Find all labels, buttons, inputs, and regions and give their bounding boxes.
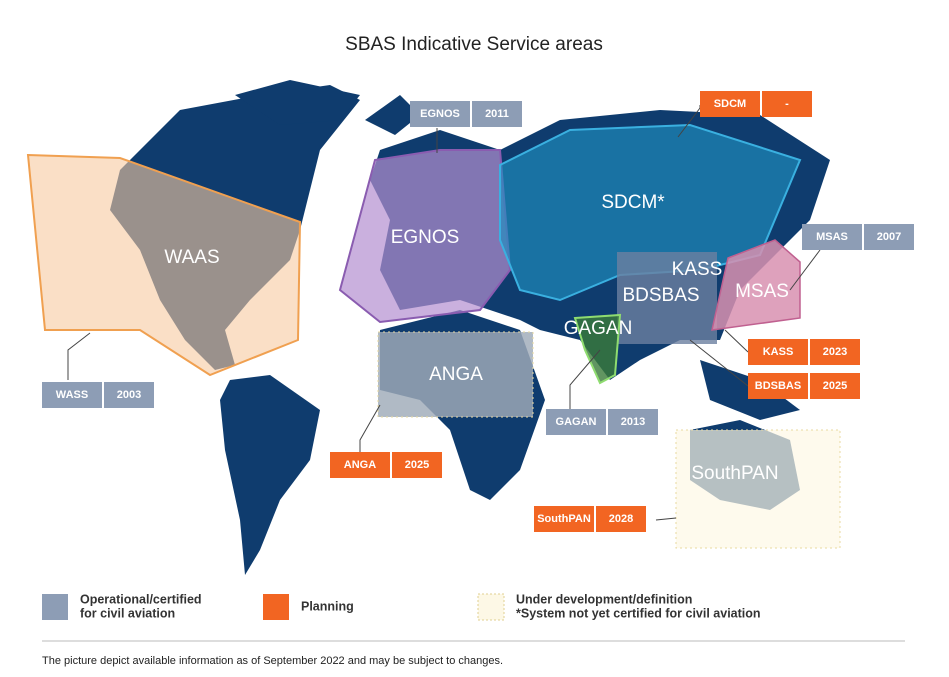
tag-year: 2011	[485, 108, 509, 120]
tag-name: EGNOS	[420, 108, 460, 120]
tag-year-box	[762, 91, 812, 117]
connectors	[67, 105, 821, 521]
region-label: KASS	[672, 259, 723, 280]
tag-name: GAGAN	[556, 416, 597, 428]
tag-year: 2025	[823, 380, 847, 392]
tag-year-box	[104, 382, 154, 408]
legend-text: Operational/certified	[80, 592, 202, 606]
legend-swatch	[477, 593, 505, 621]
region-label: BDSBAS	[622, 285, 699, 306]
region-label: EGNOS	[391, 227, 460, 248]
tag-year: 2023	[823, 346, 847, 358]
region-label: WAAS	[164, 247, 219, 268]
service-areas	[26, 123, 841, 549]
tag-year: 2025	[405, 459, 429, 471]
tag-name-box	[534, 506, 594, 532]
tag-name: SDCM	[714, 98, 746, 110]
tag-year: 2028	[609, 513, 633, 525]
region-label: GAGAN	[564, 318, 633, 339]
legend-text: Planning	[301, 599, 354, 613]
tag-name-box	[410, 101, 470, 127]
legend-text: for civil aviation	[80, 606, 175, 620]
legend-text: *System not yet certified for civil avia…	[516, 606, 761, 620]
tag-name-box	[748, 339, 808, 365]
region-label: SouthPAN	[691, 463, 778, 484]
legend-swatch	[263, 594, 289, 620]
tag-name-box	[42, 382, 102, 408]
tag-year-box	[864, 224, 914, 250]
tag-year-box	[608, 409, 658, 435]
region-label: MSAS	[735, 281, 789, 302]
tag-year-box	[810, 339, 860, 365]
title: SBAS Indicative Service areas	[345, 34, 603, 55]
tag-year-box	[472, 101, 522, 127]
tag-name-box	[330, 452, 390, 478]
tag-year-box	[810, 373, 860, 399]
tag-name-box	[700, 91, 760, 117]
footnote: The picture depict available information…	[42, 655, 503, 667]
tag-year-box	[392, 452, 442, 478]
tag-name: BDSBAS	[755, 380, 801, 392]
tag-name: WASS	[56, 389, 88, 401]
tag-name-box	[546, 409, 606, 435]
legend-swatch	[42, 594, 68, 620]
tag-name-box	[748, 373, 808, 399]
region-label: ANGA	[429, 364, 483, 385]
legend-text: Under development/definition	[516, 592, 692, 606]
tag-name: ANGA	[344, 459, 376, 471]
tag-name: SouthPAN	[537, 513, 591, 525]
tag-name-box	[802, 224, 862, 250]
tag-name: MSAS	[816, 231, 848, 243]
tag-year: 2013	[621, 416, 645, 428]
tag-year: 2003	[117, 389, 141, 401]
tag-year: 2007	[877, 231, 901, 243]
tag-year: -	[785, 98, 789, 110]
tag-name: KASS	[763, 346, 794, 358]
region-label: SDCM*	[601, 192, 665, 213]
tag-year-box	[596, 506, 646, 532]
